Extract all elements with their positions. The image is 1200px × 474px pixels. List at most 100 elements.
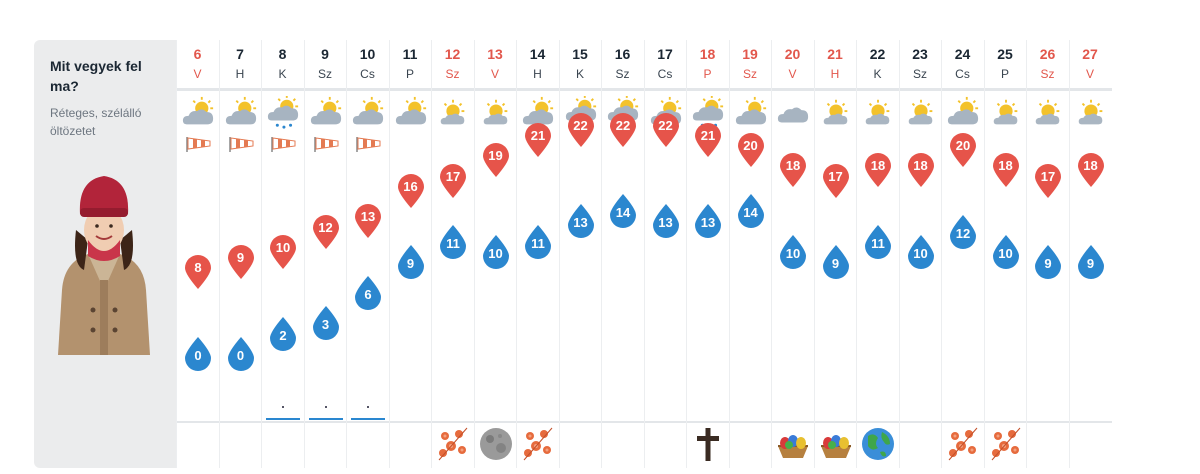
flower-icon[interactable] [945, 426, 981, 462]
day-of-week: V [1085, 67, 1094, 81]
min-temp-value: 9 [1086, 256, 1095, 272]
day-of-week: K [575, 67, 584, 81]
min-temp-value: 11 [446, 235, 460, 251]
day-column[interactable]: 17 Cs 22 13 [643, 40, 686, 468]
day-column[interactable]: 11 P 16 9 [388, 40, 431, 468]
day-of-week: K [278, 67, 287, 81]
min-temp-marker: 14 [608, 193, 638, 229]
day-column[interactable]: 21 H 17 9 [813, 40, 856, 468]
day-column[interactable]: 20 V 18 10 [771, 40, 813, 468]
day-number: 25 [997, 46, 1013, 62]
max-temp-marker: 20 [948, 132, 978, 168]
day-column[interactable]: 25 P 18 10 [983, 40, 1026, 468]
partly-sunny-icon [352, 96, 385, 125]
earth-icon[interactable] [860, 426, 896, 462]
day-column[interactable]: 9 Sz 12 3 [303, 40, 346, 468]
day-number: 11 [402, 46, 418, 62]
max-temp-value: 22 [615, 117, 631, 133]
max-temp-marker: 21 [693, 122, 723, 158]
day-column[interactable]: 26 Sz 17 9 [1026, 40, 1068, 468]
max-temp-marker: 17 [438, 163, 468, 199]
mostly-sunny-icon [865, 98, 891, 125]
max-temp-value: 10 [275, 240, 291, 255]
day-number: 20 [784, 46, 801, 62]
day-number: 12 [444, 46, 461, 62]
day-column[interactable]: 16 Sz 22 14 [601, 40, 643, 468]
full-moon-icon[interactable] [478, 426, 514, 462]
max-temp-value: 17 [445, 168, 461, 184]
cross-icon[interactable] [690, 426, 726, 462]
clothing-advice-text: Réteges, szélálló öltözetet [50, 106, 142, 138]
mostly-sunny-icon [483, 98, 508, 125]
day-column[interactable]: 19 Sz 20 14 [728, 40, 771, 468]
min-temp-value: 10 [913, 246, 928, 261]
max-temp-marker: 18 [778, 152, 808, 188]
day-number: 16 [614, 46, 631, 62]
day-column[interactable]: 27 V 18 9 [1068, 40, 1111, 468]
day-number: 14 [529, 46, 546, 62]
min-temp-value: 13 [658, 215, 673, 231]
flower-icon[interactable] [435, 426, 471, 462]
person-in-winter-coat-image [58, 176, 150, 355]
day-number: 15 [572, 46, 588, 62]
clothing-advice-panel: Mit vegyek fel ma? Réteges, szélálló ölt… [34, 40, 176, 468]
max-temp-value: 17 [1040, 168, 1056, 184]
sun-rain-icon [267, 96, 300, 129]
day-column[interactable]: 22 K 18 11 [856, 40, 898, 468]
day-of-week: Cs [360, 67, 375, 81]
day-number: 6 [193, 46, 202, 62]
easter-basket-icon[interactable] [775, 426, 811, 462]
windsock-icon [228, 137, 253, 152]
min-temp-marker: 11 [523, 224, 553, 260]
day-column[interactable]: 13 V 19 10 [473, 40, 516, 468]
day-column[interactable]: 24 Cs 20 12 [941, 40, 983, 468]
weather-forecast-card: Mit vegyek fel ma? Réteges, szélálló ölt… [34, 40, 1112, 468]
partly-sunny-icon [310, 96, 342, 125]
max-temp-value: 13 [360, 209, 376, 225]
min-temp-value: 11 [871, 235, 885, 251]
mostly-sunny-icon [440, 98, 466, 125]
mostly-sunny-icon [993, 98, 1018, 125]
min-temp-marker: 9 [821, 244, 851, 280]
day-column[interactable]: 23 Sz 18 10 [898, 40, 941, 468]
min-temp-marker: 10 [778, 234, 808, 270]
day-of-week: V [193, 67, 202, 81]
day-column[interactable]: 6 V 8 0 [176, 40, 218, 468]
day-column[interactable]: 7 H 9 0 [218, 40, 261, 468]
day-column[interactable]: 14 H 21 11 [516, 40, 558, 468]
day-number: 7 [236, 46, 244, 62]
windsock-icon [271, 137, 296, 152]
max-temp-marker: 21 [523, 122, 553, 158]
min-temp-marker: 14 [736, 193, 766, 229]
max-temp-marker: 17 [821, 163, 851, 199]
max-temp-marker: 22 [566, 112, 596, 148]
windsock-icon [186, 137, 211, 152]
day-column[interactable]: 12 Sz 17 11 [431, 40, 473, 468]
day-column[interactable]: 18 P 21 13 [686, 40, 728, 468]
max-temp-marker: 22 [608, 112, 638, 148]
max-temp-value: 18 [998, 158, 1013, 174]
min-temp-value: 3 [321, 317, 330, 333]
day-number: 9 [321, 46, 329, 62]
min-temp-value: 13 [700, 215, 716, 231]
day-number: 26 [1039, 46, 1056, 62]
max-temp-marker: 18 [863, 152, 893, 188]
max-temp-marker: 19 [481, 142, 511, 178]
max-temp-marker: 9 [226, 244, 256, 280]
day-number: 22 [869, 46, 886, 62]
max-temp-value: 21 [530, 127, 546, 143]
max-temp-marker: 16 [396, 173, 426, 209]
day-number: 10 [359, 46, 376, 62]
mostly-sunny-icon [908, 98, 933, 125]
day-column[interactable]: 8 K 10 2 [261, 40, 303, 468]
min-temp-marker: 13 [651, 203, 681, 239]
day-column[interactable]: 15 K 22 13 [558, 40, 601, 468]
easter-basket-icon[interactable] [818, 426, 854, 462]
day-of-week: Cs [657, 67, 673, 81]
day-column[interactable]: 10 Cs 13 6 [346, 40, 388, 468]
flower-icon[interactable] [520, 426, 556, 462]
precipitation-bar [351, 406, 385, 420]
flower-icon[interactable] [988, 426, 1024, 462]
min-temp-marker: 10 [481, 234, 511, 270]
max-temp-value: 8 [194, 260, 202, 276]
